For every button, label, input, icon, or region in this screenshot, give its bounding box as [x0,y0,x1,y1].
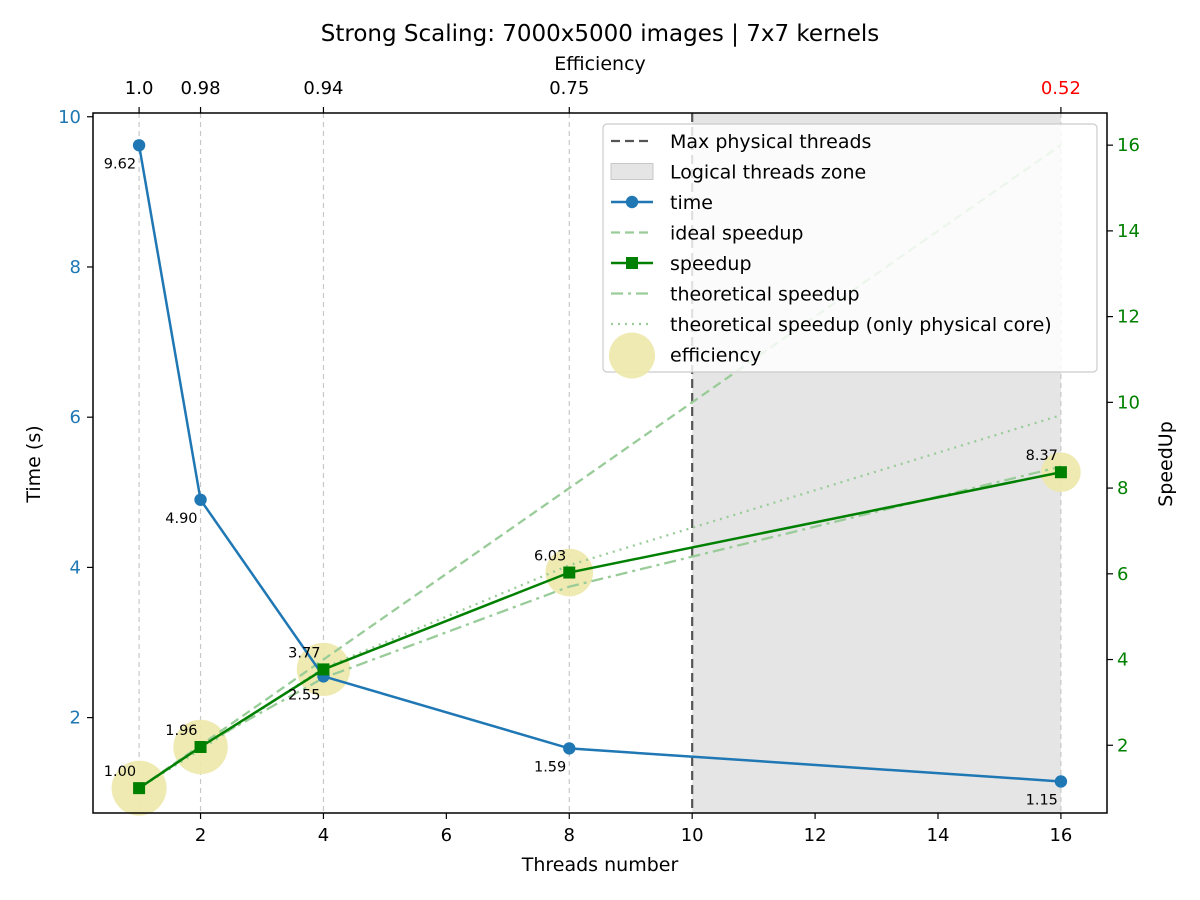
y-left-tick-label: 2 [70,708,81,729]
time-data-label: 2.55 [288,687,320,703]
speedup-data-label: 6.03 [534,549,566,565]
x-tick-label: 2 [195,825,206,846]
legend-entry-label: Max physical threads [670,131,871,153]
y-right-tick-label: 12 [1117,307,1140,328]
y-left-tick-label: 10 [58,107,81,128]
legend-entry-label: speedup [670,253,752,275]
top-axis-label: Efficiency [554,53,646,75]
efficiency-top-tick-label: 0.75 [549,78,589,99]
time-data-label: 1.59 [534,759,566,775]
y-right-tick-label: 2 [1117,735,1128,756]
time-marker [194,493,207,507]
legend-handle-efficiency [609,332,655,379]
chart-title: Strong Scaling: 7000x5000 images | 7x7 k… [321,21,879,47]
time-marker [1054,775,1068,788]
legend-marker-time [625,195,639,209]
y-left-axis-label: Time (s) [23,425,45,503]
y-left-tick-label: 8 [70,257,81,278]
x-tick-label: 4 [318,825,329,846]
y-left-tick-label: 6 [70,407,81,428]
time-data-label: 9.62 [104,156,136,172]
y-right-tick-label: 4 [1117,650,1128,671]
x-tick-label: 6 [441,825,452,846]
legend-marker-speedup [626,257,638,269]
y-right-tick-label: 14 [1117,221,1140,242]
efficiency-top-tick-label: 0.94 [303,78,343,99]
speedup-marker [317,663,330,676]
legend-entry-label: theoretical speedup [670,284,860,306]
legend-entry-label: ideal speedup [670,223,804,245]
efficiency-top-tick-label: 0.52 [1041,78,1081,99]
y-right-axis-label: SpeedUp [1155,421,1177,507]
y-left-tick-label: 4 [70,557,81,578]
time-data-label: 4.90 [165,511,197,527]
speedup-data-label: 3.77 [288,645,320,661]
legend-box [602,123,1098,373]
x-tick-label: 8 [564,825,575,846]
x-tick-label: 16 [1049,825,1072,846]
y-right-tick-label: 8 [1117,478,1128,499]
speedup-marker [194,740,207,753]
legend-entry-label: Logical threads zone [670,162,866,184]
y-right-tick-label: 16 [1117,135,1140,156]
x-tick-label: 10 [681,825,704,846]
x-axis-label: Threads number [521,854,679,876]
efficiency-top-tick-label: 0.98 [181,78,221,99]
y-right-tick-label: 10 [1117,392,1140,413]
legend-handle-logical-zone [610,163,654,180]
efficiency-top-tick-label: 1.0 [125,78,154,99]
speedup-marker [133,782,146,795]
speedup-marker [1054,466,1067,479]
time-marker [563,742,576,755]
speedup-data-label: 8.37 [1026,448,1058,464]
time-data-label: 1.15 [1026,792,1058,808]
time-marker [132,139,146,152]
y-right-tick-label: 6 [1117,564,1128,585]
speedup-data-label: 1.00 [104,764,136,780]
x-tick-label: 14 [927,825,950,846]
x-tick-label: 12 [804,825,827,846]
plot-frame [92,112,1108,814]
speedup-data-label: 1.96 [165,723,197,739]
legend-entry-label: time [670,192,713,214]
legend-entry-label: theoretical speedup (only physical core) [670,314,1052,336]
legend-entry-label: efficiency [670,345,761,367]
speedup-marker [563,566,576,579]
